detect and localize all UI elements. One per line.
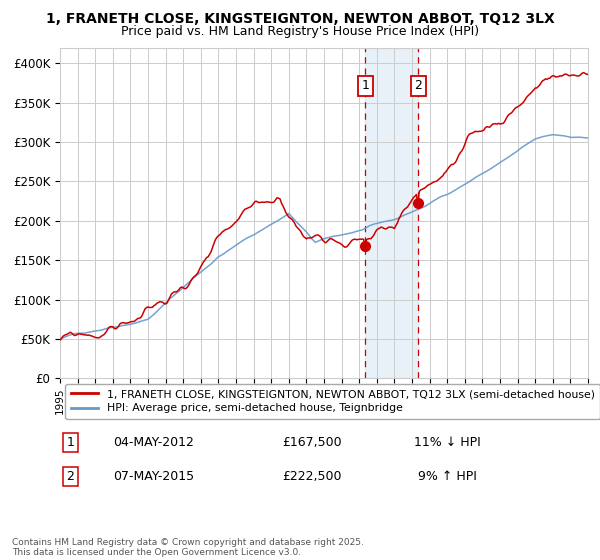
Text: 04-MAY-2012: 04-MAY-2012 xyxy=(113,436,194,449)
Text: 1, FRANETH CLOSE, KINGSTEIGNTON, NEWTON ABBOT, TQ12 3LX: 1, FRANETH CLOSE, KINGSTEIGNTON, NEWTON … xyxy=(46,12,554,26)
Text: 2: 2 xyxy=(414,79,422,92)
Text: Price paid vs. HM Land Registry's House Price Index (HPI): Price paid vs. HM Land Registry's House … xyxy=(121,25,479,38)
Text: 07-MAY-2015: 07-MAY-2015 xyxy=(113,470,194,483)
Text: Contains HM Land Registry data © Crown copyright and database right 2025.
This d: Contains HM Land Registry data © Crown c… xyxy=(12,538,364,557)
Legend: 1, FRANETH CLOSE, KINGSTEIGNTON, NEWTON ABBOT, TQ12 3LX (semi-detached house), H: 1, FRANETH CLOSE, KINGSTEIGNTON, NEWTON … xyxy=(65,384,600,419)
Text: 11% ↓ HPI: 11% ↓ HPI xyxy=(414,436,481,449)
Text: £222,500: £222,500 xyxy=(282,470,341,483)
Bar xyxy=(365,48,418,378)
Text: 1: 1 xyxy=(361,79,369,92)
Text: 2: 2 xyxy=(67,470,74,483)
Text: £167,500: £167,500 xyxy=(282,436,341,449)
Text: 9% ↑ HPI: 9% ↑ HPI xyxy=(414,470,476,483)
Text: 1: 1 xyxy=(67,436,74,449)
